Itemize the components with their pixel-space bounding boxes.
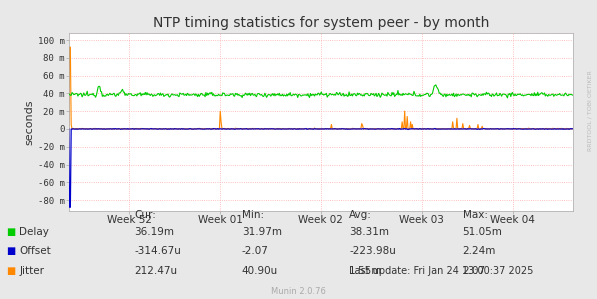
Text: 31.97m: 31.97m (242, 227, 282, 237)
Text: -314.67u: -314.67u (134, 246, 181, 256)
Text: 38.31m: 38.31m (349, 227, 389, 237)
Text: ■: ■ (6, 266, 15, 276)
Text: -223.98u: -223.98u (349, 246, 396, 256)
Text: Offset: Offset (19, 246, 51, 256)
Text: 40.90u: 40.90u (242, 266, 278, 276)
Text: 36.19m: 36.19m (134, 227, 174, 237)
Text: Min:: Min: (242, 210, 264, 220)
Text: ■: ■ (6, 246, 15, 256)
Text: Last update: Fri Jan 24 13:00:37 2025: Last update: Fri Jan 24 13:00:37 2025 (349, 266, 534, 276)
Text: Max:: Max: (463, 210, 488, 220)
Text: 212.47u: 212.47u (134, 266, 177, 276)
Text: -2.07: -2.07 (242, 246, 269, 256)
Text: RRDTOOL / TOBI OETIKER: RRDTOOL / TOBI OETIKER (588, 70, 593, 151)
Text: Delay: Delay (19, 227, 49, 237)
Text: 51.05m: 51.05m (463, 227, 503, 237)
Text: 2.24m: 2.24m (463, 246, 496, 256)
Text: 2.07: 2.07 (463, 266, 486, 276)
Title: NTP timing statistics for system peer - by month: NTP timing statistics for system peer - … (153, 16, 489, 30)
Text: Cur:: Cur: (134, 210, 156, 220)
Text: Munin 2.0.76: Munin 2.0.76 (271, 287, 326, 296)
Text: 1.55m: 1.55m (349, 266, 383, 276)
Y-axis label: seconds: seconds (25, 99, 35, 145)
Text: Jitter: Jitter (19, 266, 44, 276)
Text: ■: ■ (6, 227, 15, 237)
Text: Avg:: Avg: (349, 210, 372, 220)
